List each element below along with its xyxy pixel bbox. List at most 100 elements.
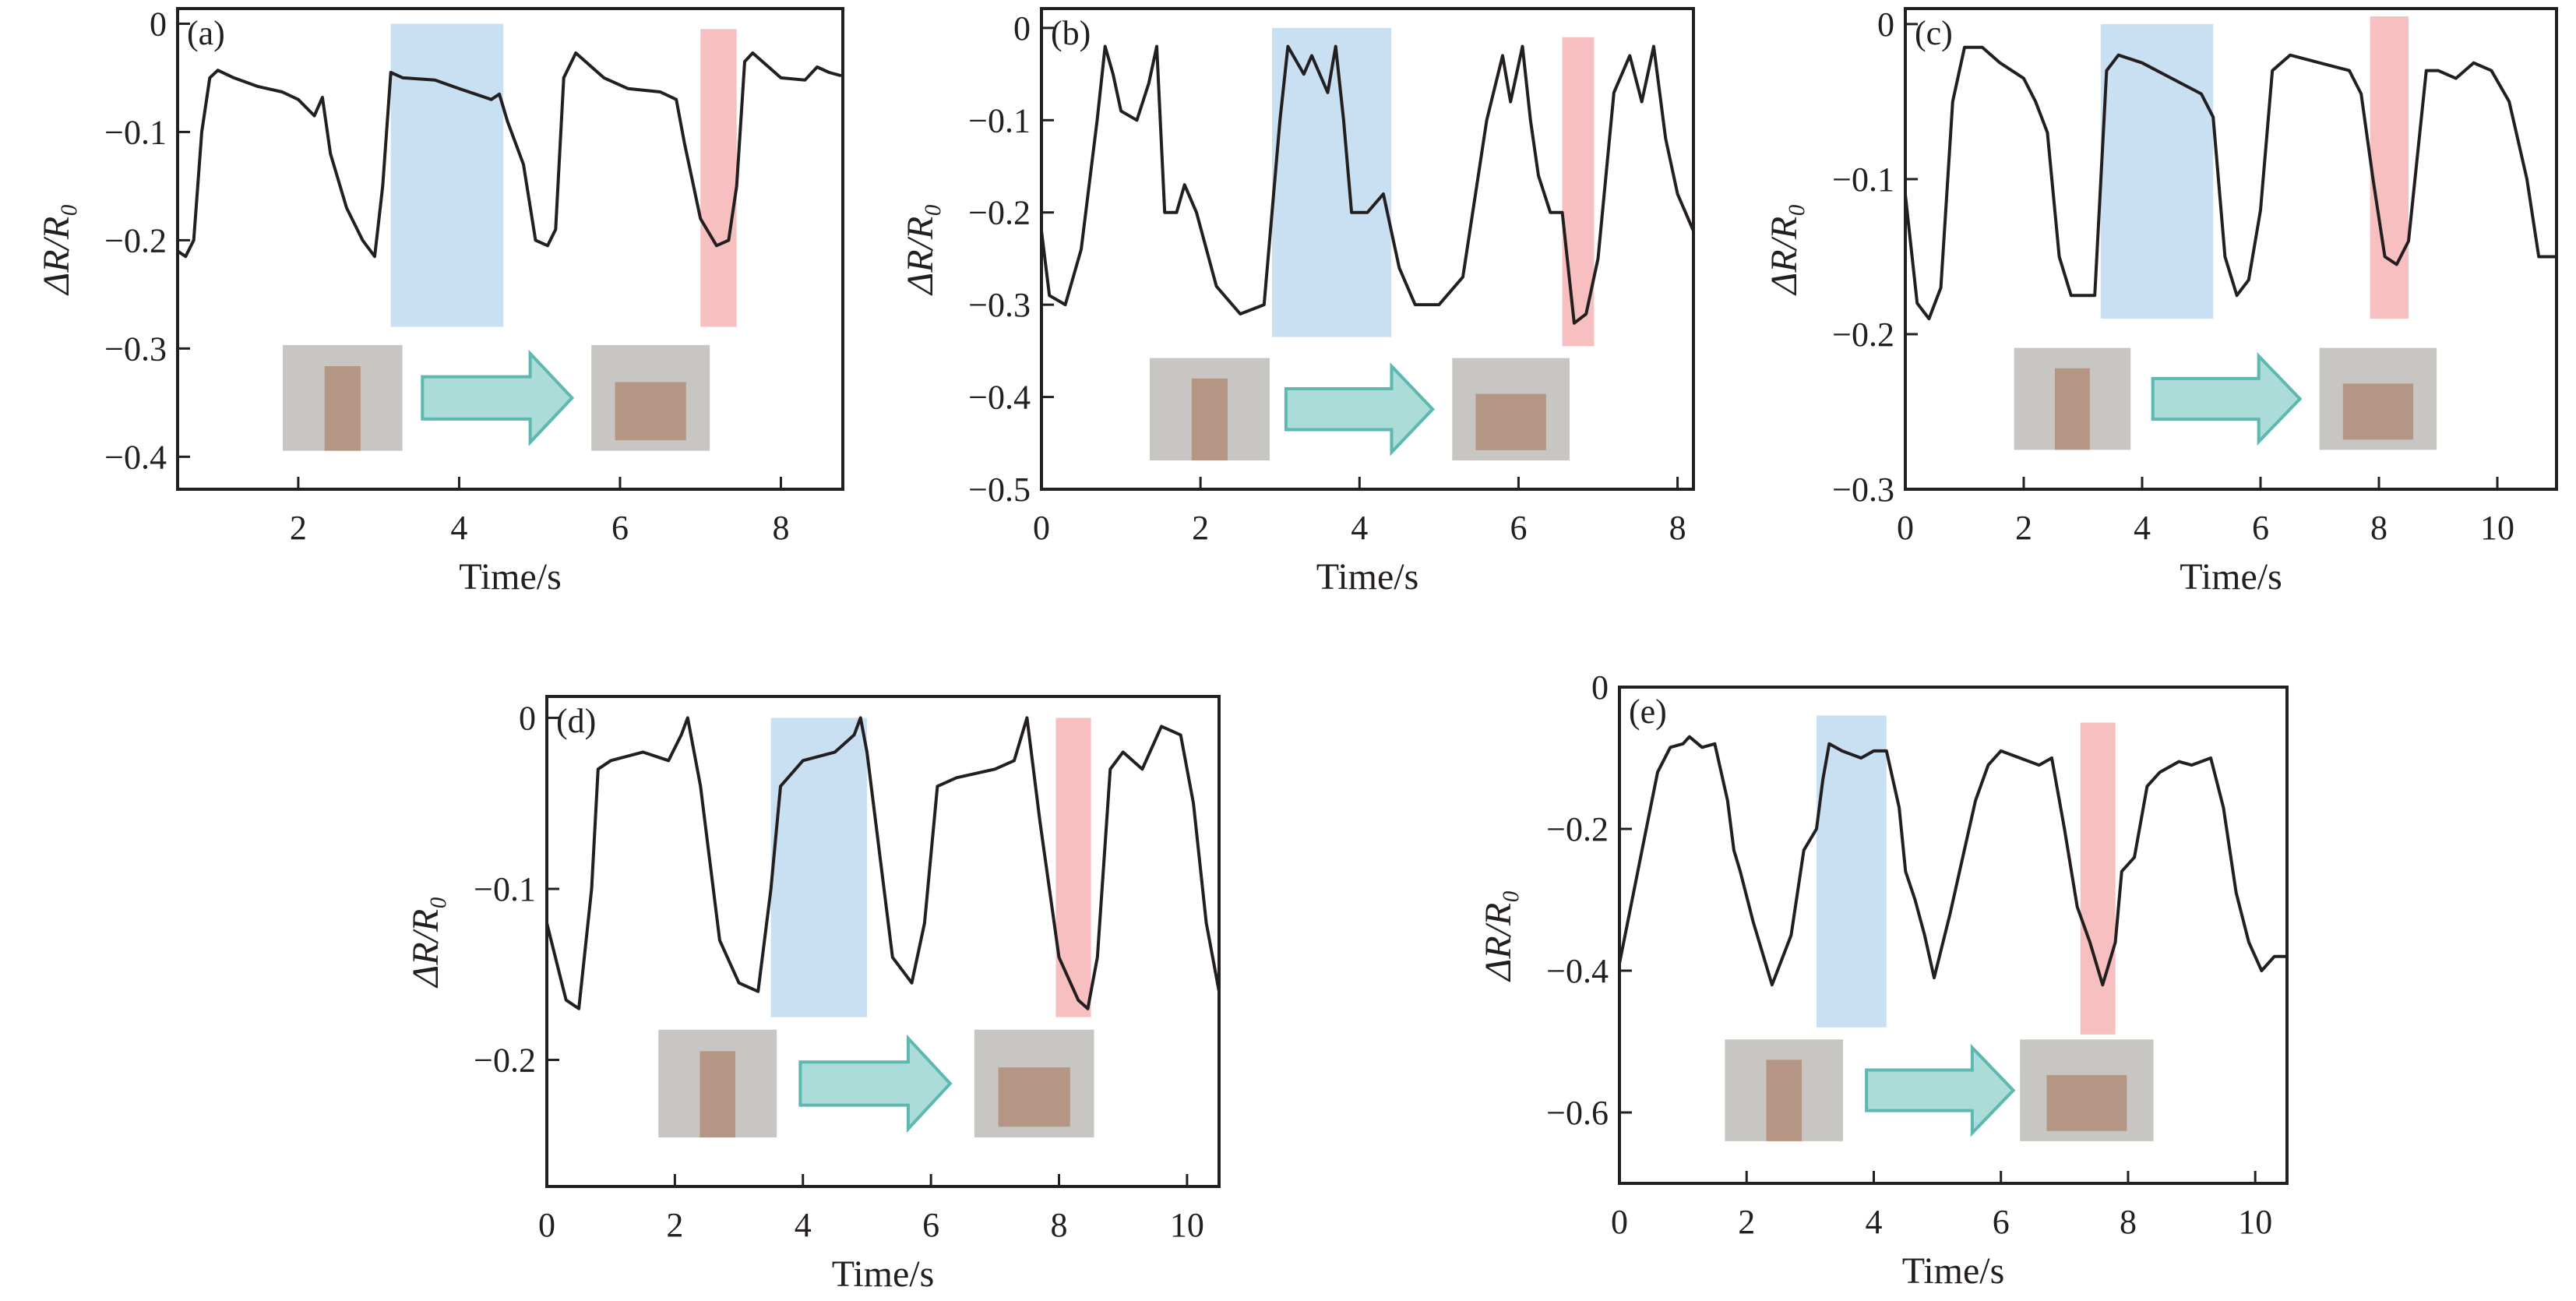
data-line [176, 51, 842, 259]
y-axis-label: ΔR/R₀ [405, 896, 446, 989]
y-tick-label: −0.1 [1832, 160, 1894, 199]
red-highlight-band [700, 29, 737, 327]
x-tick-label: 2 [2015, 509, 2032, 547]
photo-limb-shape [324, 366, 361, 451]
x-tick-label: 8 [2120, 1203, 2137, 1241]
x-tick-label: 4 [795, 1206, 812, 1244]
panel-b: 0 2 4 6 8 0 −0.1 −0.2 −0.3 −0.4 −0.5 Time/s ΔR/R₀ (b) [900, 7, 1695, 598]
red-highlight-band [1055, 717, 1091, 1017]
x-tick-label: 6 [1510, 509, 1527, 547]
axes-frame [176, 7, 844, 491]
y-axis-label: ΔR/R₀ [1764, 203, 1805, 296]
x-tick-label: 10 [2480, 509, 2514, 547]
y-tick-label: −0.3 [104, 330, 167, 368]
x-tick-label: 2 [666, 1206, 683, 1244]
axes-frame [1904, 7, 2558, 491]
x-tick-label: 4 [2134, 509, 2151, 547]
x-axis-label: Time/s [2180, 556, 2282, 598]
x-tick-label: 6 [922, 1206, 939, 1244]
blue-highlight-band [770, 717, 867, 1017]
y-tick-label: 0 [150, 5, 167, 43]
y-axis-label: ΔR/R₀ [900, 203, 941, 296]
y-tick-label: −0.1 [968, 101, 1031, 139]
y-tick-label: −0.1 [474, 870, 536, 908]
x-tick-label: 2 [290, 509, 307, 547]
red-highlight-band [2080, 722, 2116, 1035]
axes-frame [1618, 686, 2289, 1185]
arrow-icon [798, 1034, 953, 1134]
data-line [545, 716, 1221, 1010]
blue-highlight-band [390, 23, 504, 327]
y-tick-label: 0 [519, 699, 536, 737]
axes-frame [545, 695, 1221, 1188]
red-highlight-band [2370, 16, 2409, 319]
panel-d: 0 2 4 6 8 10 0 −0.1 −0.2 Time/s ΔR/R₀ (d) [405, 695, 1221, 1295]
x-tick-label: 8 [1051, 1206, 1068, 1244]
y-tick-label: −0.6 [1546, 1094, 1609, 1132]
photo-limb-shape [2054, 368, 2090, 450]
blue-highlight-band [1817, 715, 1887, 1028]
x-tick-label: 8 [1669, 509, 1686, 547]
y-tick-label: −0.5 [968, 471, 1031, 509]
y-tick-label: 0 [1013, 9, 1031, 48]
photo-limb-shape [2046, 1074, 2127, 1131]
y-tick-label: −0.4 [968, 379, 1031, 417]
arrow-icon [1284, 362, 1435, 457]
x-tick-label: 6 [1993, 1203, 2010, 1241]
y-tick-label: 0 [1591, 668, 1609, 707]
x-tick-label: 0 [1611, 1203, 1628, 1241]
y-axis-label: ΔR/R₀ [1478, 890, 1519, 982]
blue-highlight-band [2100, 23, 2214, 319]
panel-a: 2 4 6 8 0 −0.1 −0.2 −0.3 −0.4 Time/s ΔR/R₀ (a) [36, 5, 844, 598]
arrow-icon [421, 349, 575, 446]
x-tick-label: 4 [450, 509, 467, 547]
photo-limb-shape [1766, 1059, 1802, 1141]
x-tick-label: 2 [1192, 509, 1209, 547]
x-tick-label: 4 [1865, 1203, 1882, 1241]
axes-frame [1040, 7, 1695, 491]
x-axis-label: Time/s [1316, 556, 1419, 598]
x-tick-label: 0 [1897, 509, 1914, 547]
y-tick-label: −0.3 [1832, 471, 1894, 509]
photo-limb-shape [615, 382, 686, 441]
x-tick-label: 6 [2252, 509, 2269, 547]
x-tick-label: 10 [2238, 1203, 2272, 1241]
y-tick-label: −0.2 [1832, 316, 1894, 354]
panel-label: (d) [556, 702, 596, 740]
x-tick-label: 2 [1738, 1203, 1755, 1241]
x-tick-label: 6 [611, 509, 629, 547]
x-tick-label: 4 [1351, 509, 1368, 547]
photo-limb-shape [1475, 393, 1546, 450]
y-tick-label: −0.2 [474, 1042, 536, 1080]
x-axis-label: Time/s [832, 1253, 935, 1295]
panel-label: (a) [187, 14, 225, 52]
data-line [1618, 735, 2287, 987]
x-tick-label: 0 [1033, 509, 1050, 547]
panel-label: (e) [1629, 693, 1667, 731]
panel-e: 0 2 4 6 8 10 0 −0.2 −0.4 −0.6 Time/s ΔR/R₀ (e) [1478, 668, 2289, 1292]
photo-limb-shape [998, 1067, 1070, 1127]
arrow-icon [1865, 1043, 2016, 1137]
y-axis-label: ΔR/R₀ [36, 203, 77, 296]
x-tick-label: 8 [2370, 509, 2387, 547]
y-tick-label: −0.4 [1546, 952, 1609, 990]
y-tick-label: −0.4 [104, 438, 167, 476]
panel-c: 0 2 4 6 8 10 0 −0.1 −0.2 −0.3 Time/s ΔR/R₀ (c) [1764, 5, 2558, 598]
photo-limb-shape [700, 1051, 735, 1138]
blue-highlight-band [1272, 27, 1392, 337]
arrow-icon [2151, 352, 2303, 446]
y-tick-label: −0.2 [1546, 810, 1609, 848]
x-tick-label: 8 [772, 509, 789, 547]
x-tick-label: 0 [538, 1206, 555, 1244]
photo-limb-shape [1191, 378, 1228, 460]
y-tick-label: −0.3 [968, 286, 1031, 324]
x-axis-label: Time/s [459, 556, 562, 598]
photo-limb-shape [2342, 383, 2414, 440]
y-tick-label: 0 [1877, 5, 1894, 44]
y-tick-label: −0.2 [968, 194, 1031, 232]
x-tick-label: 10 [1170, 1206, 1204, 1244]
x-axis-label: Time/s [1902, 1250, 2005, 1292]
data-line [1040, 44, 1695, 325]
panel-label: (c) [1915, 14, 1953, 52]
